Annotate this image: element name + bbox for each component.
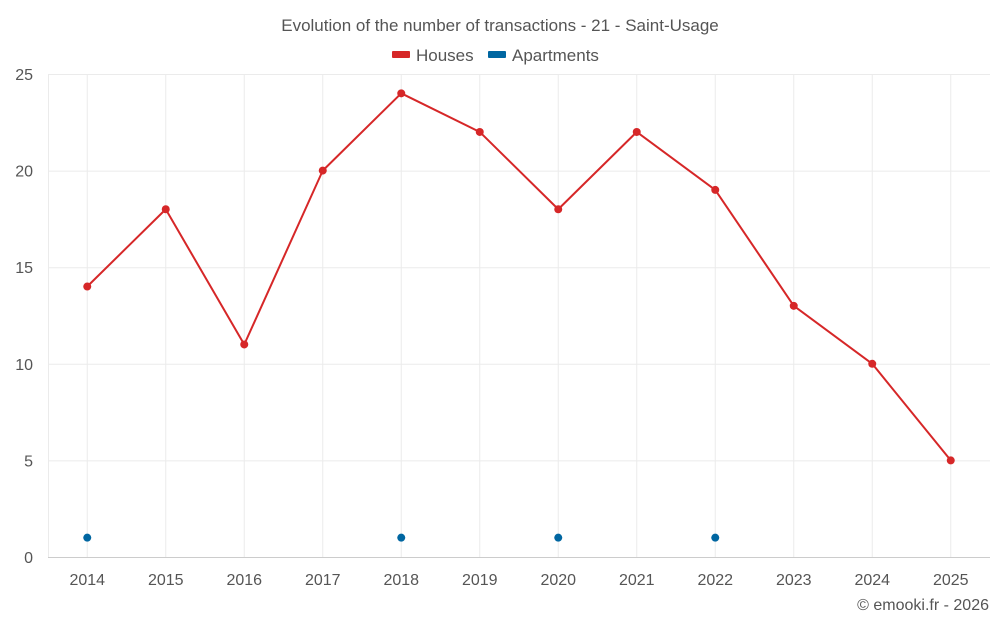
- x-tick-label: 2022: [697, 572, 733, 589]
- data-point-houses-2017[interactable]: [318, 166, 327, 175]
- x-tick-label: 2018: [383, 572, 419, 589]
- legend-item-apartments[interactable]: Apartments: [488, 46, 599, 65]
- data-point-houses-2014[interactable]: [83, 282, 92, 291]
- y-axis: 0 5 10 15 20 25: [15, 67, 33, 567]
- y-tick-label: 20: [15, 164, 33, 181]
- chart-title: Evolution of the number of transactions …: [281, 16, 719, 35]
- data-point-houses-2025[interactable]: [946, 456, 955, 465]
- series-apartments: [83, 533, 720, 542]
- y-tick-label: 0: [24, 550, 33, 567]
- y-gridlines: [48, 74, 990, 462]
- data-point-houses-2022[interactable]: [711, 185, 720, 194]
- x-axis: 2014 2015 2016 2017 2018 2019 2020 2021 2022 2023…: [69, 572, 968, 589]
- series-layer: [83, 89, 955, 542]
- y-tick-label: 15: [15, 260, 33, 277]
- data-point-apartments-2022[interactable]: [711, 533, 720, 542]
- x-tick-label: 2020: [540, 572, 576, 589]
- legend-label-houses: Houses: [416, 46, 474, 65]
- data-point-houses-2023[interactable]: [789, 301, 798, 310]
- legend-swatch-apartments: [488, 51, 506, 58]
- x-tick-label: 2023: [776, 572, 812, 589]
- x-tick-label: 2014: [69, 572, 105, 589]
- legend-swatch-houses: [392, 51, 410, 58]
- y-tick-label: 25: [15, 67, 33, 84]
- data-point-houses-2020[interactable]: [554, 205, 563, 214]
- x-tick-label: 2017: [305, 572, 341, 589]
- x-tick-label: 2025: [933, 572, 969, 589]
- data-point-apartments-2014[interactable]: [83, 533, 92, 542]
- legend-label-apartments: Apartments: [512, 46, 599, 65]
- x-gridlines: [48, 74, 952, 557]
- data-point-houses-2024[interactable]: [868, 359, 877, 368]
- data-point-houses-2018[interactable]: [397, 89, 406, 98]
- data-point-apartments-2020[interactable]: [554, 533, 563, 542]
- series-houses: [83, 89, 955, 465]
- data-point-houses-2015[interactable]: [161, 205, 170, 214]
- credit-text: © emooki.fr - 2026: [857, 597, 989, 614]
- legend-item-houses[interactable]: Houses: [392, 46, 474, 65]
- y-tick-label: 5: [24, 453, 33, 470]
- legend: Houses Apartments: [392, 46, 599, 65]
- data-point-houses-2016[interactable]: [240, 340, 249, 349]
- series-line-houses: [86, 92, 952, 462]
- data-point-houses-2019[interactable]: [475, 127, 484, 136]
- data-point-apartments-2018[interactable]: [397, 533, 406, 542]
- x-tick-label: 2016: [226, 572, 262, 589]
- x-tick-label: 2024: [854, 572, 890, 589]
- data-point-houses-2021[interactable]: [632, 127, 641, 136]
- x-tick-label: 2021: [619, 572, 655, 589]
- x-tick-label: 2015: [148, 572, 184, 589]
- x-tick-label: 2019: [462, 572, 498, 589]
- y-tick-label: 10: [15, 357, 33, 374]
